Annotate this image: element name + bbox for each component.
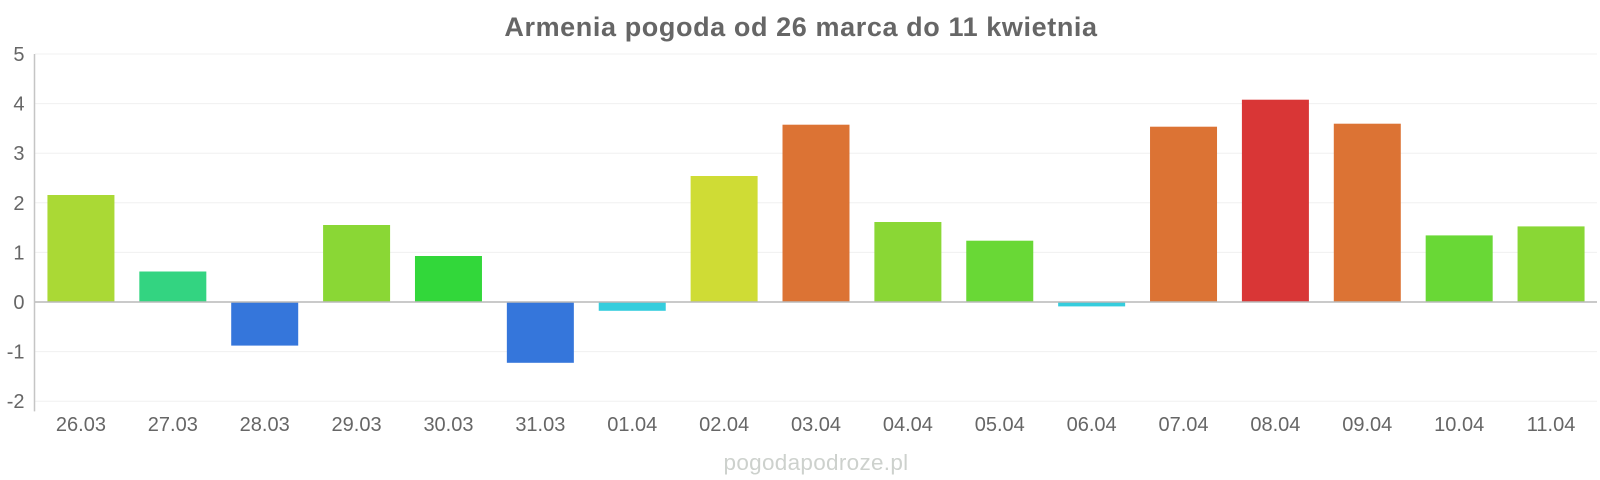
svg-text:29.03: 29.03	[332, 414, 382, 436]
svg-text:10.04: 10.04	[1434, 414, 1484, 436]
svg-text:30.03: 30.03	[423, 414, 473, 436]
svg-text:01.04: 01.04	[607, 414, 657, 436]
svg-text:-2: -2	[7, 391, 25, 413]
svg-text:28.03: 28.03	[240, 414, 290, 436]
svg-text:27.03: 27.03	[148, 414, 198, 436]
svg-text:06.04: 06.04	[1067, 414, 1117, 436]
svg-text:Armenia pogoda od 26 marca do: Armenia pogoda od 26 marca do 11 kwietni…	[504, 12, 1098, 42]
svg-text:1: 1	[13, 242, 24, 264]
svg-text:5: 5	[13, 44, 24, 66]
svg-text:09.04: 09.04	[1342, 414, 1392, 436]
svg-text:26.03: 26.03	[56, 414, 106, 436]
svg-text:-1: -1	[7, 342, 25, 364]
svg-text:3: 3	[13, 143, 24, 165]
svg-text:4: 4	[13, 94, 24, 116]
svg-text:02.04: 02.04	[699, 414, 749, 436]
svg-text:0: 0	[13, 292, 24, 314]
svg-text:2: 2	[13, 193, 24, 215]
svg-text:pogodapodroze.pl: pogodapodroze.pl	[724, 450, 909, 475]
svg-text:03.04: 03.04	[791, 414, 841, 436]
svg-text:31.03: 31.03	[515, 414, 565, 436]
svg-text:07.04: 07.04	[1158, 414, 1208, 436]
svg-text:05.04: 05.04	[975, 414, 1025, 436]
svg-text:04.04: 04.04	[883, 414, 933, 436]
svg-text:08.04: 08.04	[1250, 414, 1300, 436]
svg-text:11.04: 11.04	[1527, 414, 1576, 436]
